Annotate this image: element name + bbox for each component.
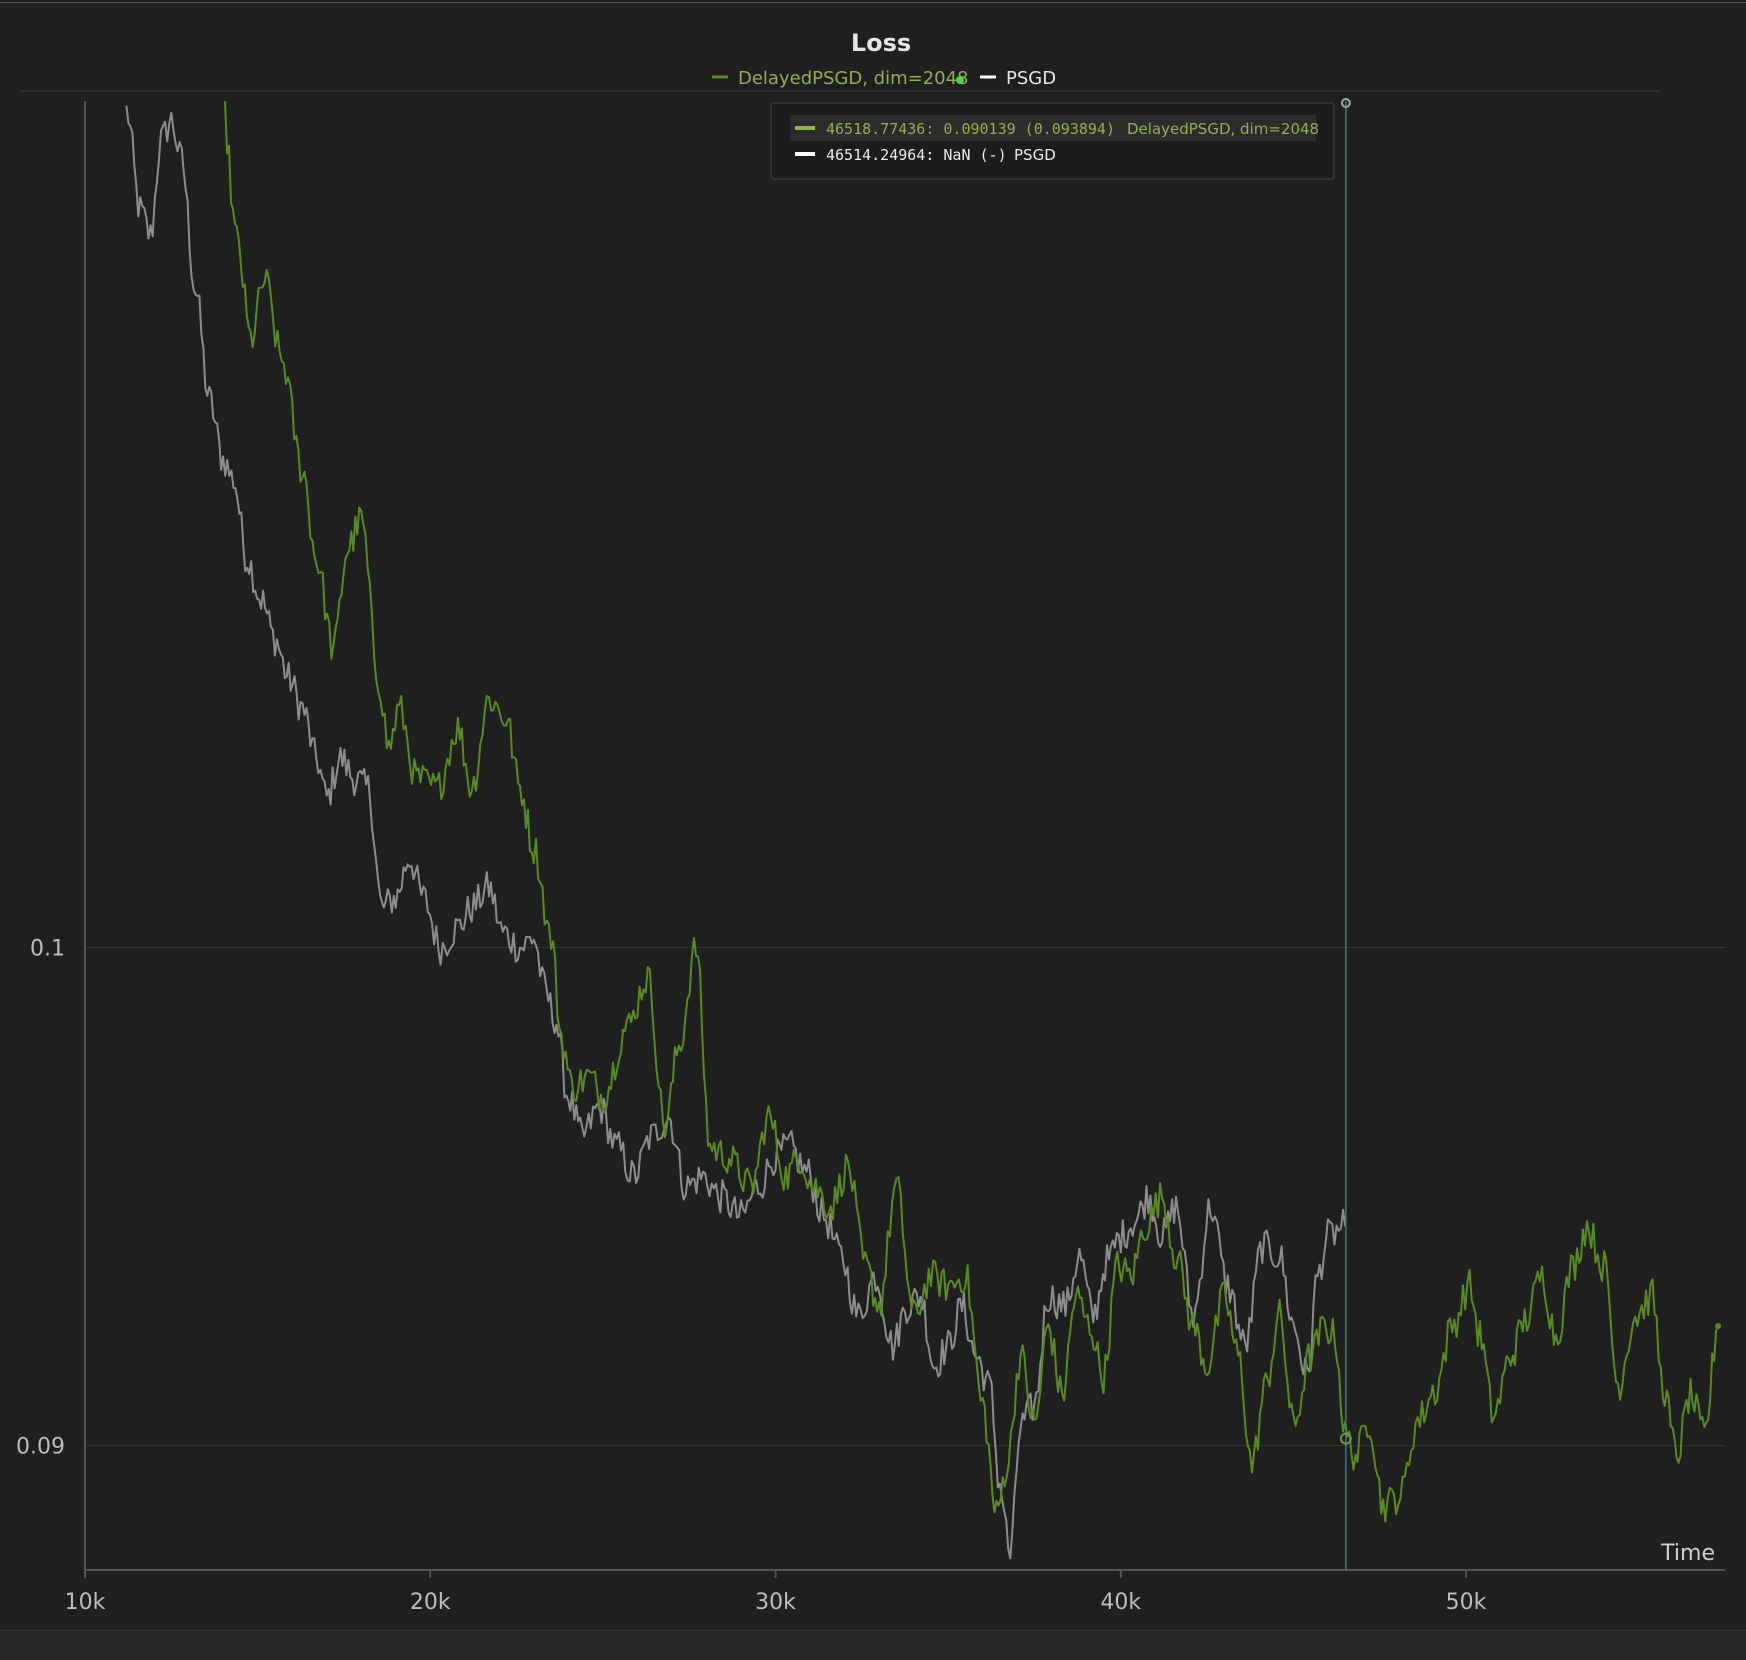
x-tick-label: 20k [410, 1590, 451, 1615]
tooltip-row-2-series: PSGD [1014, 146, 1056, 164]
tooltip-row-2-value: 46514.24964: NaN (-) [826, 146, 1007, 164]
x-tick-labels: 10k 20k 30k 40k 50k [65, 1570, 1487, 1615]
x-tick-label: 50k [1446, 1590, 1487, 1615]
x-axis-title: Time [1660, 1541, 1715, 1566]
axes [84, 101, 1725, 1571]
x-tick-label: 10k [65, 1590, 106, 1615]
legend-label-psgd[interactable]: PSGD [1006, 68, 1056, 89]
series-layer [125, 101, 1722, 1560]
x-tick-label: 40k [1100, 1590, 1141, 1615]
legend-label-delayedpsgd[interactable]: DelayedPSGD, dim=2048 [738, 68, 969, 89]
tooltip-row-1-value: 46518.77436: 0.090139 (0.093894) [826, 120, 1115, 138]
tooltip-row-highlight [790, 115, 1316, 141]
series-line-psgd [125, 105, 1347, 1560]
y-tick-labels: 0.09 0.1 [16, 937, 65, 1460]
legend-active-dot [956, 76, 964, 84]
grid [85, 947, 1725, 1447]
tooltip: 46518.77436: 0.090139 (0.093894) Delayed… [770, 102, 1335, 180]
legend[interactable]: DelayedPSGD, dim=2048 PSGD [712, 68, 1056, 89]
series-end-point [1715, 1322, 1722, 1329]
y-tick-label: 0.1 [30, 937, 65, 962]
cursor-point-marker [1339, 1432, 1352, 1445]
cursor-top-handle [1340, 98, 1351, 108]
series-line-delayedpsgd [223, 101, 1720, 1523]
tooltip-row-1-series: DelayedPSGD, dim=2048 [1127, 120, 1319, 138]
x-tick-label: 30k [755, 1590, 796, 1615]
y-tick-label: 0.09 [16, 1435, 65, 1460]
hover-cursor [1339, 98, 1352, 1570]
bottom-strip [0, 1630, 1746, 1660]
loss-chart[interactable]: Loss DelayedPSGD, dim=2048 PSGD 0.090.1 … [0, 3, 1746, 1631]
chart-title: Loss [851, 29, 911, 57]
